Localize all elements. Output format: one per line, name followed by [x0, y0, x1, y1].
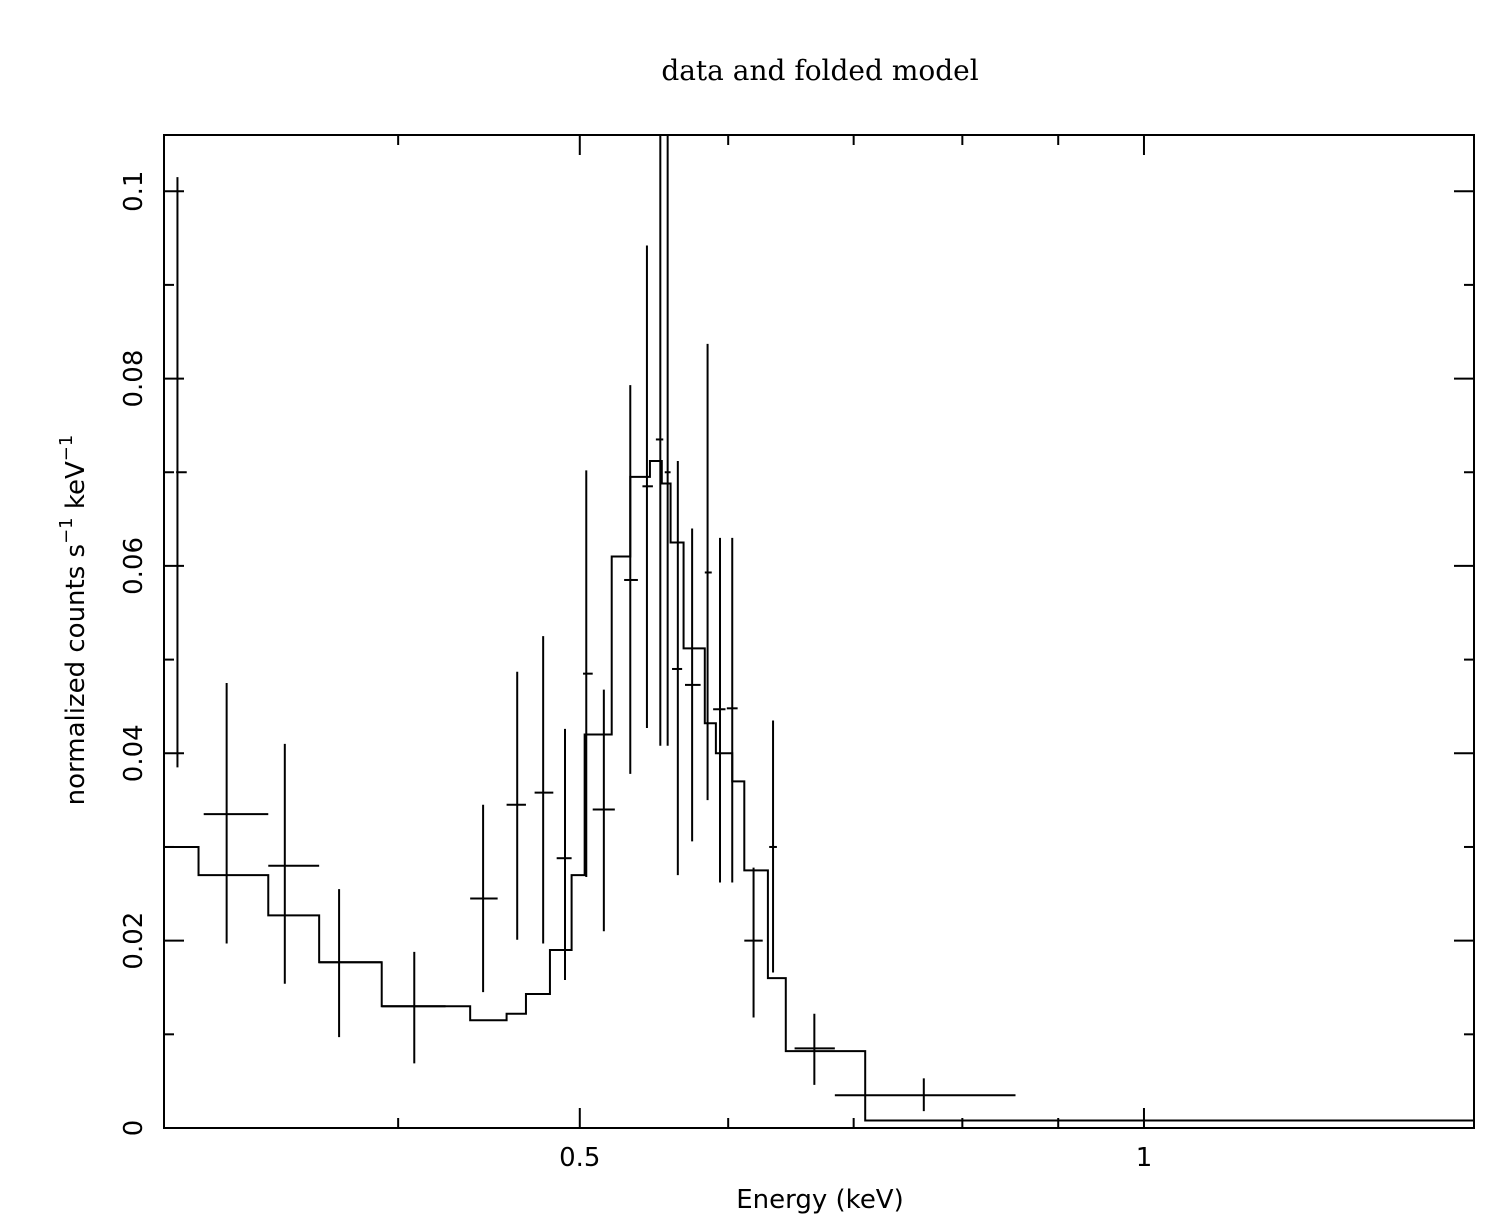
x-axis-label: Energy (keV) [736, 1185, 904, 1215]
data-point [506, 671, 526, 940]
x-tick-label: 1 [1136, 1143, 1153, 1173]
data-point [583, 470, 593, 877]
y-tick-label: 0.06 [119, 537, 149, 595]
y-tick-label: 0.04 [119, 724, 149, 782]
x-tick-label: 0.5 [559, 1143, 600, 1173]
data-point [713, 537, 726, 883]
data-point [664, 135, 671, 746]
data-point [534, 636, 554, 944]
data-point [203, 683, 269, 944]
data-point [794, 1013, 835, 1085]
data-point [381, 951, 446, 1064]
data-point [655, 135, 664, 746]
data-point [642, 245, 653, 728]
data-point [592, 689, 615, 932]
y-tick-label: 0.08 [119, 350, 149, 408]
y-axis-label: normalized counts s−1 keV−1 [56, 435, 91, 806]
data-point [685, 528, 701, 842]
data-point [726, 537, 738, 883]
y-tick-label: 0.02 [119, 912, 149, 970]
y-axis-label-exp2: −1 [56, 435, 77, 462]
model-steps [164, 460, 1474, 1122]
data-point [834, 1078, 1016, 1112]
data-point [624, 385, 638, 774]
axis-ticks: 0.5 1 0 0.02 0.04 0.06 0.08 0.1 [119, 135, 1475, 1173]
y-tick-label: 0 [119, 1120, 149, 1137]
y-tick-label: 0.1 [119, 171, 149, 212]
model-step-line [164, 460, 1474, 1122]
data-point [672, 461, 683, 876]
y-axis-label-base: normalized counts s [61, 544, 91, 805]
data-point [319, 889, 382, 1038]
data-points [176, 135, 1016, 1112]
data-point [744, 867, 763, 1018]
data-point [769, 720, 777, 973]
data-point [268, 743, 320, 984]
plot-frame [163, 134, 1475, 1129]
data-point [176, 177, 187, 768]
data-point [470, 804, 498, 993]
data-point [556, 728, 572, 980]
y-axis-label-exp1: −1 [56, 517, 77, 544]
y-axis-label-mid: keV [61, 461, 91, 517]
data-point [704, 343, 712, 801]
chart-title: data and folded model [661, 54, 978, 87]
